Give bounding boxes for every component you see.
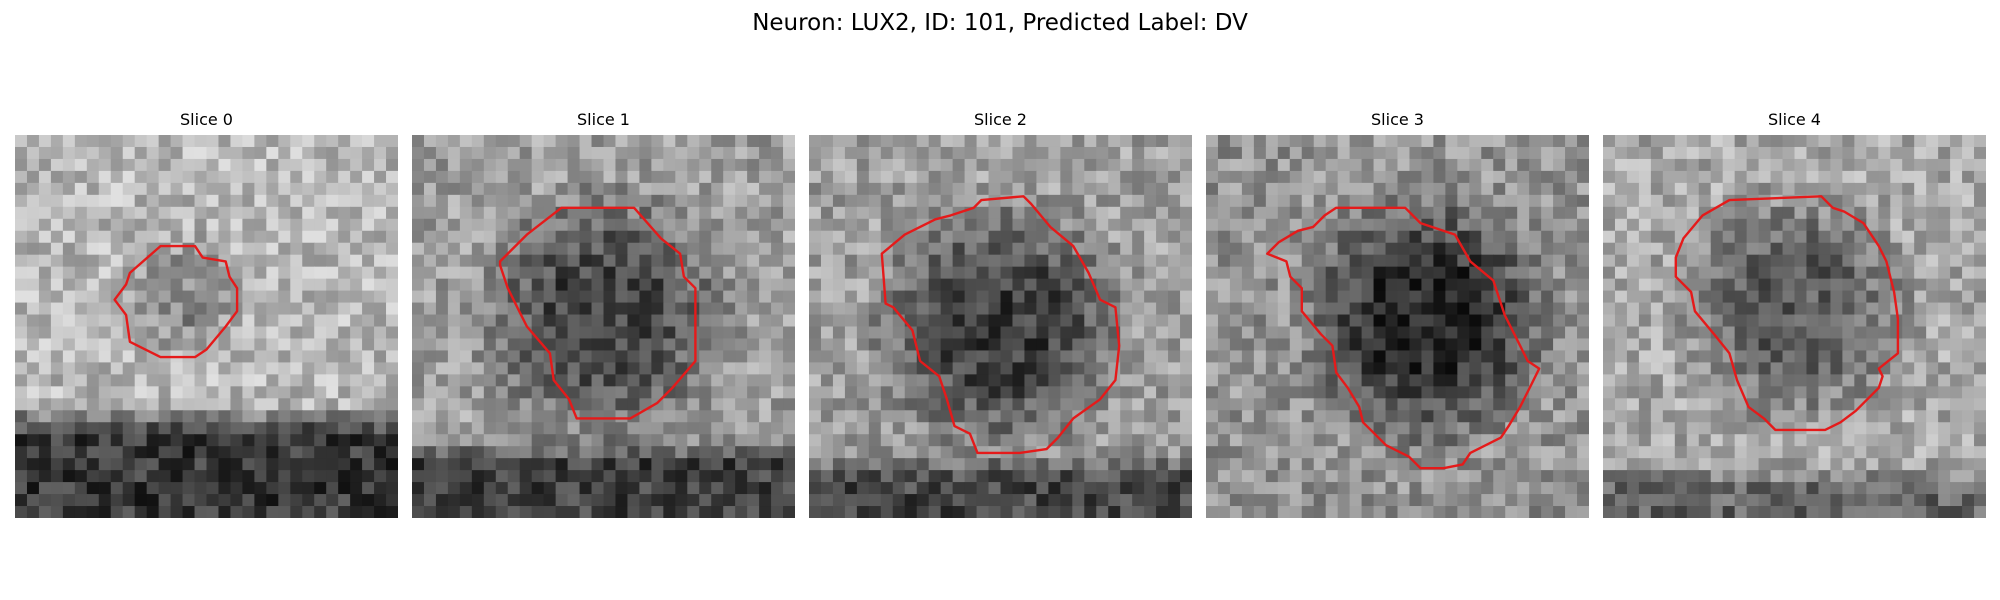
microscopy-image	[809, 135, 1192, 518]
slice-panel-2: Slice 2	[809, 110, 1192, 523]
microscopy-image	[1603, 135, 1986, 518]
slice-title: Slice 2	[974, 110, 1027, 129]
grayscale-pixel-grid	[412, 135, 795, 518]
segmentation-contour	[880, 195, 1121, 455]
slice-panel-3: Slice 3	[1206, 110, 1589, 523]
figure-title: Neuron: LUX2, ID: 101, Predicted Label: …	[752, 10, 1248, 36]
slice-title: Slice 0	[180, 110, 233, 129]
slice-title: Slice 1	[577, 110, 630, 129]
grayscale-pixel-grid	[1603, 135, 1986, 518]
segmentation-contour	[113, 244, 239, 359]
slice-title: Slice 4	[1768, 110, 1821, 129]
grayscale-pixel-grid	[1206, 135, 1589, 518]
microscopy-image	[15, 135, 398, 518]
slice-panel-0: Slice 0	[15, 110, 398, 523]
microscopy-image	[412, 135, 795, 518]
microscopy-image	[1206, 135, 1589, 518]
slice-panel-4: Slice 4	[1603, 110, 1986, 523]
slice-panel-1: Slice 1	[412, 110, 795, 523]
segmentation-contour	[498, 206, 697, 420]
segmentation-contour	[1674, 195, 1900, 432]
segmentation-contour	[1266, 206, 1541, 470]
grayscale-pixel-grid	[809, 135, 1192, 518]
slice-title: Slice 3	[1371, 110, 1424, 129]
grayscale-pixel-grid	[15, 135, 398, 518]
